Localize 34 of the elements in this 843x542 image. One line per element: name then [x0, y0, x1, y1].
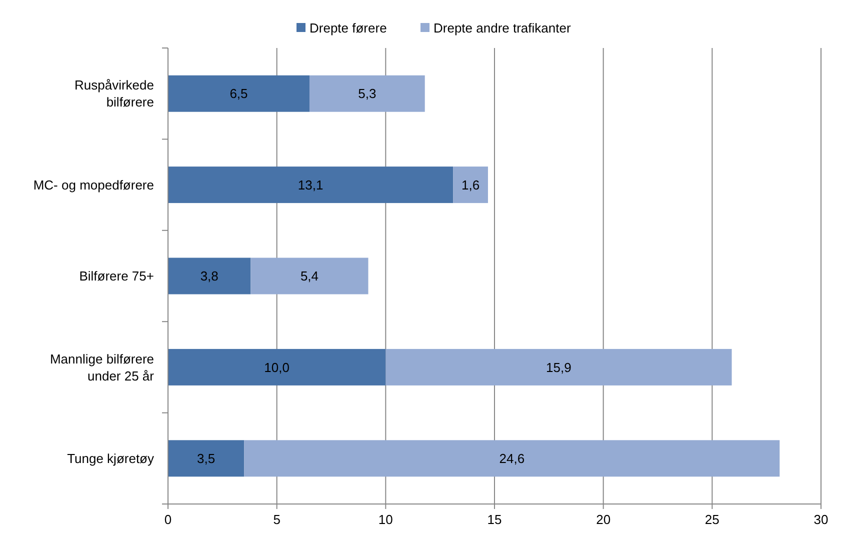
bar: [168, 166, 454, 204]
data-label: 13,1: [298, 177, 324, 192]
data-label: 3,5: [197, 450, 216, 466]
data-label: 3,8: [200, 268, 218, 284]
legend-label: Drepte førere: [310, 20, 387, 36]
data-label: 10,0: [264, 360, 290, 375]
bar: [168, 75, 310, 112]
x-tick-label: 0: [164, 512, 172, 527]
bar: [244, 440, 780, 477]
data-label: 5,3: [358, 86, 376, 102]
bar: [168, 440, 244, 477]
y-tick-label: Tunge kjøretøy: [67, 450, 154, 466]
bar: [250, 258, 368, 294]
x-tick-label: 30: [814, 512, 828, 527]
bar: [168, 258, 251, 294]
y-tick-label: MC- og mopedførere: [33, 177, 154, 192]
y-tick-label: Bilførere 75+: [79, 268, 154, 284]
data-label: 24,6: [499, 450, 525, 466]
x-tick-label: 20: [596, 512, 611, 527]
x-tick-label: 25: [704, 512, 720, 527]
bar: [309, 75, 425, 112]
x-tick-label: 15: [487, 512, 502, 527]
bar: [386, 348, 732, 386]
bar: [453, 166, 488, 204]
y-tick-label: Ruspåvirkede bilførere: [74, 78, 154, 110]
data-label: 6,5: [230, 86, 248, 102]
data-label: 1,6: [462, 177, 480, 192]
data-label: 15,9: [546, 360, 572, 375]
bar: [168, 348, 386, 386]
x-tick-label: 10: [378, 512, 393, 527]
x-tick-label: 5: [273, 512, 280, 527]
legend-label: Drepte andre trafikanter: [434, 20, 572, 36]
data-label: 5,4: [300, 268, 319, 284]
y-tick-label: Mannlige bilførere under 25 år: [50, 351, 155, 384]
